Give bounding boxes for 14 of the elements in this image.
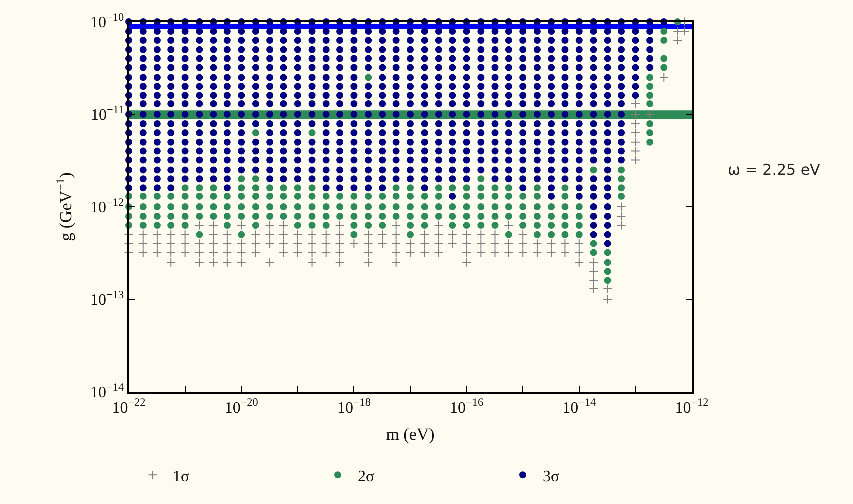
text: ω = 2.25 eV bbox=[728, 161, 822, 179]
y-tick-label: 10$^{−12}$ bbox=[90, 196, 124, 217]
x-tick-label: 10$^{−18}$ bbox=[337, 397, 372, 417]
y-tick-label: 10$^{−10}$ bbox=[90, 12, 124, 32]
legend-label: 2σ bbox=[358, 468, 375, 486]
x-tick-label: 10$^{−14}$ bbox=[562, 397, 597, 417]
x-tick-label: 10$^{−12}$ bbox=[675, 397, 709, 417]
legend-label: 3σ bbox=[543, 468, 560, 486]
x-axis-title: m (eV) bbox=[386, 424, 435, 444]
y-tick-label: 10$^{−11}$ bbox=[90, 104, 124, 124]
x-tick-label: 10$^{−16}$ bbox=[450, 397, 484, 417]
x-tick-label: 10$^{−20}$ bbox=[224, 397, 259, 417]
legend-label: 1σ bbox=[173, 468, 190, 486]
y-tick-label: 10$^{−13}$ bbox=[90, 289, 124, 310]
